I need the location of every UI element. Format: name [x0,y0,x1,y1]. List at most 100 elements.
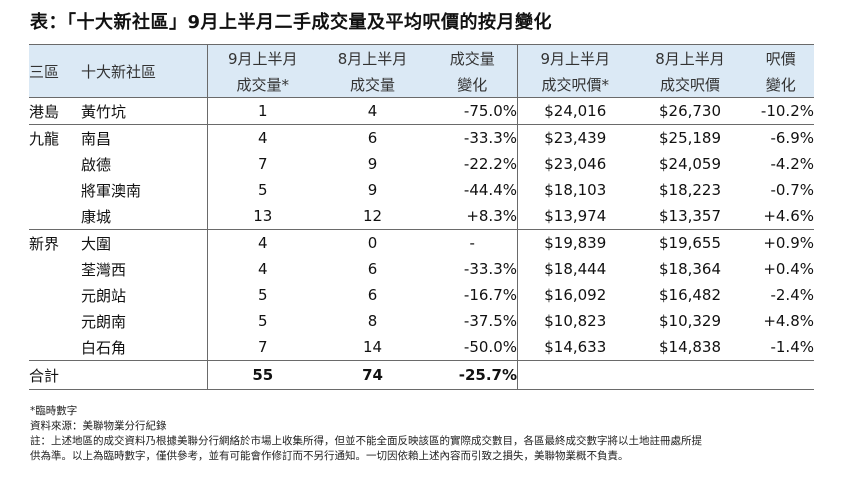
header-sep-price-sub: 成交呎價* [517,71,633,98]
region-cell [29,256,81,282]
sep-price-cell: $23,046 [517,151,633,177]
estate-cell: 大圍 [81,229,208,256]
aug-price-cell: $14,838 [658,338,722,356]
aug-price-cell: $24,059 [658,155,722,173]
total-estate-blank [81,360,208,390]
aug-volume-cell: 8 [367,312,378,330]
estate-cell: 黃竹坑 [81,97,208,125]
aug-price-cell: $18,223 [658,181,722,199]
estate-cell: 南昌 [81,124,208,151]
aug-volume-cell: 6 [367,286,378,304]
header-volume-change-sub: 變化 [427,71,518,98]
aug-price-cell: $26,730 [632,97,748,125]
estate-cell: 將軍澳南 [81,181,142,200]
estate-cell: 啟德 [81,155,112,174]
header-price-change-sub: 變化 [747,71,814,98]
table-row: 康城 13 12 +8.3% $13,974 $13,357 +4.6% [29,203,814,230]
table-body: 港島 黃竹坑 1 4 -75.0% $24,016 $26,730 -10.2%… [29,97,814,390]
aug-volume-cell: 14 [362,338,383,356]
table-row: 將軍澳南 5 9 -44.4% $18,103 $18,223 -0.7% [29,177,814,203]
header-volume-change: 成交量 [427,44,518,71]
aug-volume-cell: 6 [367,260,378,278]
aug-volume-cell: 0 [317,229,428,256]
sep-price-cell: $14,633 [517,334,633,361]
table-row: 啟德 7 9 -22.2% $23,046 $24,059 -4.2% [29,151,814,177]
header-row-2: 成交量* 成交量 變化 成交呎價* 成交呎價 變化 [29,71,814,98]
region-cell [29,203,81,230]
aug-price-cell: $16,482 [658,286,722,304]
sep-price-cell: $19,839 [517,229,633,256]
estate-cell: 元朗站 [81,286,127,305]
sep-volume-cell: 7 [207,151,318,177]
volume-change-cell: -33.3% [463,260,517,278]
header-estate: 十大新社區 [81,44,208,98]
total-sep-volume: 55 [207,360,318,390]
region-cell [29,177,81,203]
table-row: 元朗站 5 6 -16.7% $16,092 $16,482 -2.4% [29,282,814,308]
header-region: 三區 [29,44,81,98]
table-title: 表：「十大新社區」9月上半月二手成交量及平均呎價的按月變化 [30,12,553,33]
table-row: 港島 黃竹坑 1 4 -75.0% $24,016 $26,730 -10.2% [29,97,814,125]
sep-volume-cell: 13 [207,203,318,230]
sep-volume-cell: 7 [207,334,318,361]
sep-price-cell: $10,823 [517,308,633,334]
region-cell [29,334,81,361]
table-header: 三區 十大新社區 9月上半月 8月上半月 成交量 9月上半月 8月上半月 呎價 … [29,44,814,98]
volume-change-cell: -22.2% [463,155,517,173]
price-change-cell: +4.8% [763,312,814,330]
header-aug-price: 8月上半月 [632,44,748,71]
table-row: 元朗南 5 8 -37.5% $10,823 $10,329 +4.8% [29,308,814,334]
region-cell: 九龍 [29,124,81,151]
region-cell: 港島 [29,97,81,125]
price-change-cell: -6.9% [747,124,814,151]
price-change-cell: +0.9% [747,229,814,256]
sep-volume-cell: 4 [207,124,318,151]
price-change-cell: -4.2% [770,155,814,173]
total-blank [517,360,814,390]
price-change-cell: -10.2% [747,97,814,125]
table-row: 荃灣西 4 6 -33.3% $18,444 $18,364 +0.4% [29,256,814,282]
sep-price-cell: $16,092 [517,282,633,308]
footnote-disclaimer-2: 供為準。以上為臨時數字，僅供參考，並有可能會作修訂而不另行通知。一切因依賴上述內… [30,450,629,462]
header-aug-volume: 8月上半月 [317,44,428,71]
sep-price-cell: $24,016 [517,97,633,125]
volume-change-cell: -16.7% [463,286,517,304]
total-label: 合計 [29,360,81,390]
footnote-provisional: *臨時數字 [30,405,78,417]
header-row-1: 三區 十大新社區 9月上半月 8月上半月 成交量 9月上半月 8月上半月 呎價 [29,44,814,98]
estate-cell: 康城 [81,207,112,226]
price-change-cell: -2.4% [770,286,814,304]
sep-price-cell: $13,974 [517,203,633,230]
volume-change-cell: - [427,229,518,256]
aug-volume-cell: 9 [367,181,378,199]
aug-price-cell: $25,189 [632,124,748,151]
sep-volume-cell: 5 [207,282,318,308]
aug-volume-cell: 6 [317,124,428,151]
price-change-cell: -1.4% [770,338,814,356]
sep-volume-cell: 4 [207,229,318,256]
aug-price-cell: $10,329 [658,312,722,330]
total-aug-volume: 74 [317,360,428,390]
aug-volume-cell: 9 [367,155,378,173]
volume-change-cell: -50.0% [463,338,517,356]
volume-change-cell: -44.4% [463,181,517,199]
sep-price-cell: $23,439 [517,124,633,151]
volume-change-cell: -75.0% [427,97,518,125]
total-volume-change: -25.7% [427,360,518,390]
sep-price-cell: $18,444 [517,256,633,282]
volume-change-cell: -33.3% [427,124,518,151]
price-change-cell: +0.4% [763,260,814,278]
price-change-cell: -0.7% [770,181,814,199]
aug-volume-cell: 12 [362,207,383,225]
region-cell [29,308,81,334]
header-aug-volume-sub: 成交量 [317,71,428,98]
total-row: 合計 55 74 -25.7% [29,360,814,390]
sep-volume-cell: 5 [207,177,318,203]
aug-price-cell: $19,655 [632,229,748,256]
header-aug-price-sub: 成交呎價 [632,71,748,98]
sep-volume-cell: 4 [207,256,318,282]
region-cell [29,151,81,177]
estate-cell: 白石角 [81,338,127,357]
sep-volume-cell: 5 [207,308,318,334]
sep-volume-cell: 1 [207,97,318,125]
